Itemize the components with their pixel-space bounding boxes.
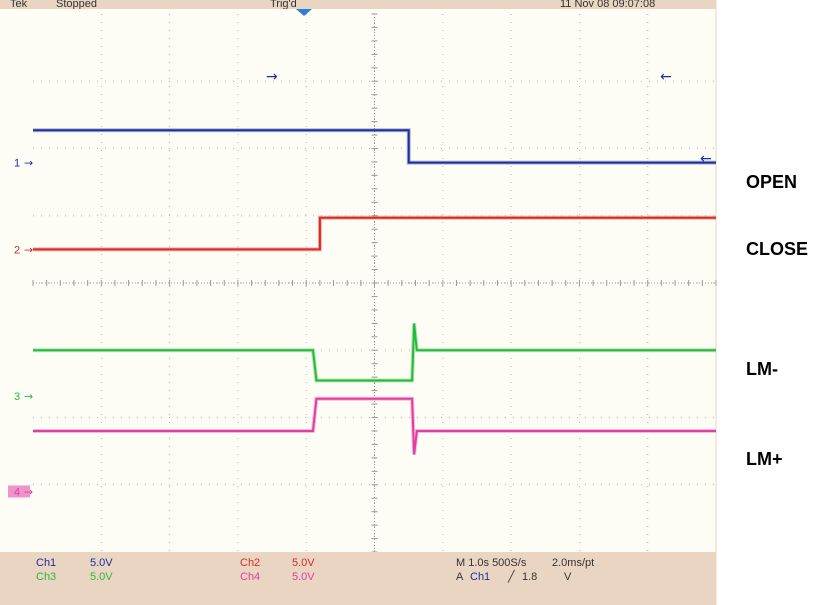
- channel-marker-arrow: →: [24, 390, 33, 403]
- ch2-name: Ch2: [240, 557, 260, 569]
- ch3-name: Ch3: [36, 571, 56, 583]
- trigger-level: 1.8: [522, 571, 537, 583]
- channel-marker-label: 3: [14, 391, 20, 403]
- ch2-scale: 5.0V: [292, 557, 315, 569]
- right-arrow-marker: ←: [660, 69, 672, 85]
- ch3-scale: 5.0V: [90, 571, 113, 583]
- label-open: OPEN: [746, 172, 797, 192]
- ch4-marker-box: [8, 485, 30, 498]
- trigger-level-arrow: ←: [700, 151, 712, 167]
- ch1-scale: 5.0V: [90, 557, 113, 569]
- channel-marker-label: 1: [14, 158, 20, 170]
- trigger-source: A: [456, 571, 464, 583]
- channel-markers: 1 → 2 → 3 → 4 →: [8, 157, 33, 498]
- ch1-name: Ch1: [36, 557, 56, 569]
- channel-marker-arrow: →: [24, 485, 33, 498]
- trigger-unit: V: [564, 571, 572, 583]
- channel-marker-label: 4: [14, 486, 20, 498]
- label-close: CLOSE: [746, 239, 808, 259]
- trigger-position-marker: [296, 9, 312, 16]
- header-status-right: 11 Nov 08 09:07:08: [560, 0, 655, 10]
- left-gutter: [0, 9, 33, 552]
- timebase-readout: M 1.0s 500S/s: [456, 557, 527, 569]
- graticule: [32, 13, 717, 553]
- header-status-run: Stopped: [56, 0, 97, 10]
- label-lm-plus: LM+: [746, 449, 783, 469]
- header-status-left: Tek: [10, 0, 28, 10]
- trace-close: [33, 216, 716, 251]
- channel-marker-arrow: →: [24, 157, 33, 170]
- points-readout: 2.0ms/pt: [552, 557, 594, 569]
- channel-marker-arrow: →: [24, 243, 33, 256]
- readout-bar: [0, 552, 716, 605]
- header-status-center: Trig'd: [270, 0, 297, 10]
- channel-marker-label: 2: [14, 244, 20, 256]
- header-bar: [0, 0, 716, 9]
- trace-open: [33, 129, 716, 164]
- ch4-name: Ch4: [240, 571, 260, 583]
- trigger-channel: Ch1: [470, 571, 490, 583]
- ch4-scale: 5.0V: [292, 571, 315, 583]
- trace-lmminus: [33, 323, 716, 382]
- trigger-slope: ╱: [507, 569, 516, 583]
- label-lm-minus: LM-: [746, 359, 778, 379]
- trace-lmplus: [33, 397, 716, 455]
- traces: [33, 128, 716, 455]
- left-arrow-marker: →: [266, 69, 278, 85]
